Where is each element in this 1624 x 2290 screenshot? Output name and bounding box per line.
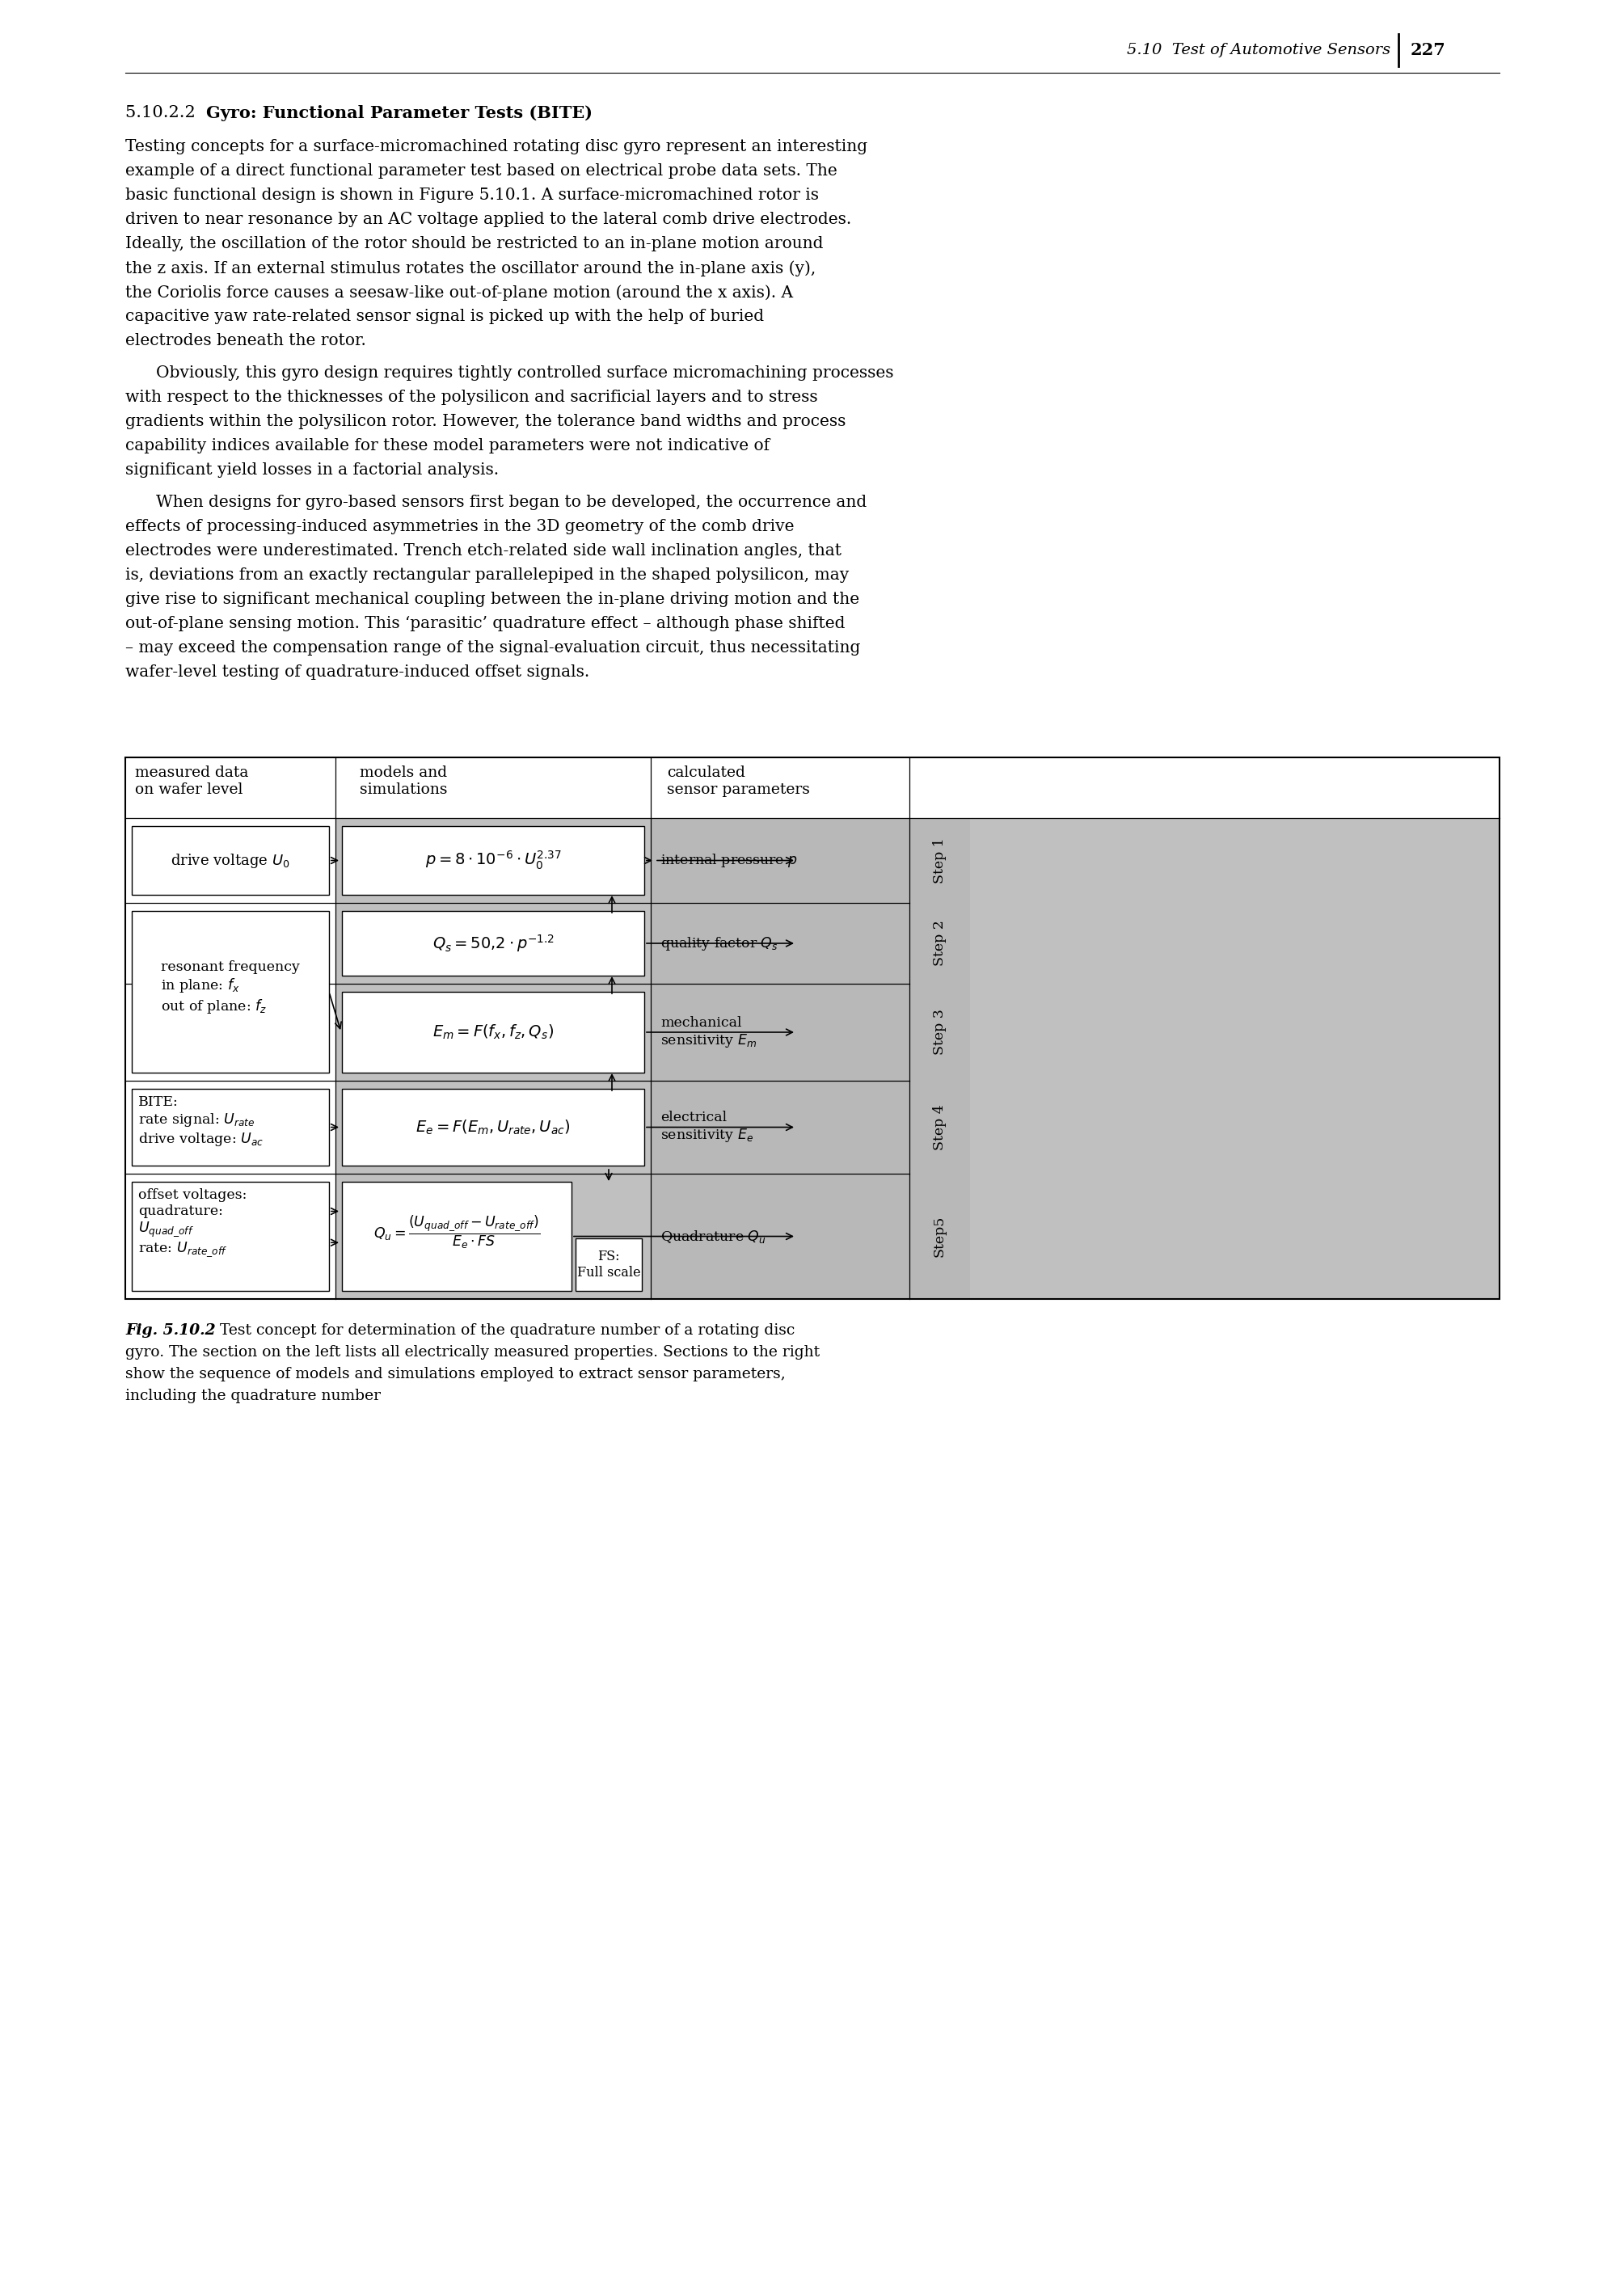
Bar: [575, 1239, 641, 1292]
Text: the Coriolis force causes a seesaw-like out-of-plane motion (around the x axis).: the Coriolis force causes a seesaw-like …: [125, 284, 793, 300]
Text: internal pressure $p$: internal pressure $p$: [661, 852, 797, 868]
Bar: [343, 911, 645, 976]
Text: electrodes were underestimated. Trench etch-related side wall inclination angles: electrodes were underestimated. Trench e…: [125, 543, 841, 559]
Text: $E_e = F(E_m, U_{rate}, U_{ac})$: $E_e = F(E_m, U_{rate}, U_{ac})$: [416, 1118, 570, 1136]
Text: $p = 8 \cdot 10^{-6} \cdot U_0^{2.37}$: $p = 8 \cdot 10^{-6} \cdot U_0^{2.37}$: [425, 850, 562, 872]
Text: 5.10.2.2: 5.10.2.2: [125, 105, 201, 121]
Text: Test concept for determination of the quadrature number of a rotating disc: Test concept for determination of the qu…: [209, 1324, 794, 1337]
Text: out-of-plane sensing motion. This ‘parasitic’ quadrature effect – although phase: out-of-plane sensing motion. This ‘paras…: [125, 616, 844, 632]
Text: 5.10  Test of Automotive Sensors: 5.10 Test of Automotive Sensors: [1127, 44, 1390, 57]
Text: wafer-level testing of quadrature-induced offset signals.: wafer-level testing of quadrature-induce…: [125, 664, 590, 680]
Text: FS:
Full scale: FS: Full scale: [577, 1250, 640, 1280]
Text: capability indices available for these model parameters were not indicative of: capability indices available for these m…: [125, 437, 770, 453]
Text: show the sequence of models and simulations employed to extract sensor parameter: show the sequence of models and simulati…: [125, 1367, 786, 1381]
Text: Fig. 5.10.2: Fig. 5.10.2: [125, 1324, 216, 1337]
Bar: [132, 1088, 330, 1166]
Text: – may exceed the compensation range of the signal-evaluation circuit, thus neces: – may exceed the compensation range of t…: [125, 641, 861, 655]
Text: $E_m = F(f_x, f_z, Q_s)$: $E_m = F(f_x, f_z, Q_s)$: [432, 1024, 554, 1042]
Text: gyro. The section on the left lists all electrically measured properties. Sectio: gyro. The section on the left lists all …: [125, 1344, 820, 1360]
Text: Ideally, the oscillation of the rotor should be restricted to an in-plane motion: Ideally, the oscillation of the rotor sh…: [125, 236, 823, 252]
Text: models and
simulations: models and simulations: [361, 765, 448, 797]
Text: Obviously, this gyro design requires tightly controlled surface micromachining p: Obviously, this gyro design requires tig…: [156, 366, 893, 380]
Text: mechanical
sensitivity $E_m$: mechanical sensitivity $E_m$: [661, 1017, 757, 1049]
Bar: [336, 818, 1499, 1298]
Text: significant yield losses in a factorial analysis.: significant yield losses in a factorial …: [125, 463, 499, 479]
Bar: [132, 827, 330, 895]
Text: quality factor $Q_s$: quality factor $Q_s$: [661, 934, 778, 953]
Text: drive voltage $U_0$: drive voltage $U_0$: [171, 852, 291, 870]
Bar: [343, 992, 645, 1072]
Text: Step 2: Step 2: [932, 921, 947, 966]
Bar: [343, 827, 645, 895]
Bar: [132, 1182, 330, 1292]
Text: give rise to significant mechanical coupling between the in-plane driving motion: give rise to significant mechanical coup…: [125, 591, 859, 607]
Text: Step 3: Step 3: [932, 1010, 947, 1056]
Text: capacitive yaw rate-related sensor signal is picked up with the help of buried: capacitive yaw rate-related sensor signa…: [125, 309, 763, 325]
Bar: [651, 818, 970, 1298]
Text: $Q_u = \dfrac{(U_{quad\_off} - U_{rate\_off})}{E_e \cdot FS}$: $Q_u = \dfrac{(U_{quad\_off} - U_{rate\_…: [374, 1214, 541, 1250]
Text: basic functional design is shown in Figure 5.10.1. A surface-micromachined rotor: basic functional design is shown in Figu…: [125, 188, 818, 204]
Text: electrical
sensitivity $E_e$: electrical sensitivity $E_e$: [661, 1111, 754, 1143]
Text: 227: 227: [1411, 41, 1445, 57]
Text: Quadrature $Q_u$: Quadrature $Q_u$: [661, 1227, 767, 1243]
Text: Testing concepts for a surface-micromachined rotating disc gyro represent an int: Testing concepts for a surface-micromach…: [125, 140, 867, 153]
Text: effects of processing-induced asymmetries in the 3D geometry of the comb drive: effects of processing-induced asymmetrie…: [125, 520, 794, 534]
Bar: [125, 758, 1499, 1298]
Text: When designs for gyro-based sensors first began to be developed, the occurrence : When designs for gyro-based sensors firs…: [156, 495, 867, 511]
Text: BITE:
rate signal: $U_{rate}$
drive voltage: $U_{ac}$: BITE: rate signal: $U_{rate}$ drive volt…: [138, 1095, 263, 1147]
Text: electrodes beneath the rotor.: electrodes beneath the rotor.: [125, 332, 365, 348]
Text: gradients within the polysilicon rotor. However, the tolerance band widths and p: gradients within the polysilicon rotor. …: [125, 414, 846, 428]
Text: is, deviations from an exactly rectangular parallelepiped in the shaped polysili: is, deviations from an exactly rectangul…: [125, 568, 849, 584]
Bar: [343, 1182, 572, 1292]
Text: $Q_s = 50{,}2 \cdot p^{-1.2}$: $Q_s = 50{,}2 \cdot p^{-1.2}$: [432, 932, 554, 955]
Text: Step5: Step5: [932, 1216, 947, 1257]
Text: the z axis. If an external stimulus rotates the oscillator around the in-plane a: the z axis. If an external stimulus rota…: [125, 261, 815, 277]
Text: driven to near resonance by an AC voltage applied to the lateral comb drive elec: driven to near resonance by an AC voltag…: [125, 211, 851, 227]
Text: offset voltages:
quadrature:
$U_{quad\_off}$
rate: $U_{rate\_off}$: offset voltages: quadrature: $U_{quad\_o…: [138, 1189, 247, 1260]
Text: Gyro: Functional Parameter Tests (BITE): Gyro: Functional Parameter Tests (BITE): [206, 105, 593, 121]
Bar: [343, 1088, 645, 1166]
Text: including the quadrature number: including the quadrature number: [125, 1388, 380, 1404]
Bar: [132, 911, 330, 1072]
Text: calculated
sensor parameters: calculated sensor parameters: [667, 765, 810, 797]
Text: Step 4: Step 4: [932, 1104, 947, 1150]
Text: Step 1: Step 1: [932, 838, 947, 884]
Text: resonant frequency
in plane: $f_x$
out of plane: $f_z$: resonant frequency in plane: $f_x$ out o…: [161, 960, 300, 1014]
Text: with respect to the thicknesses of the polysilicon and sacrificial layers and to: with respect to the thicknesses of the p…: [125, 389, 818, 405]
Text: measured data
on wafer level: measured data on wafer level: [135, 765, 248, 797]
Text: example of a direct functional parameter test based on electrical probe data set: example of a direct functional parameter…: [125, 163, 838, 179]
